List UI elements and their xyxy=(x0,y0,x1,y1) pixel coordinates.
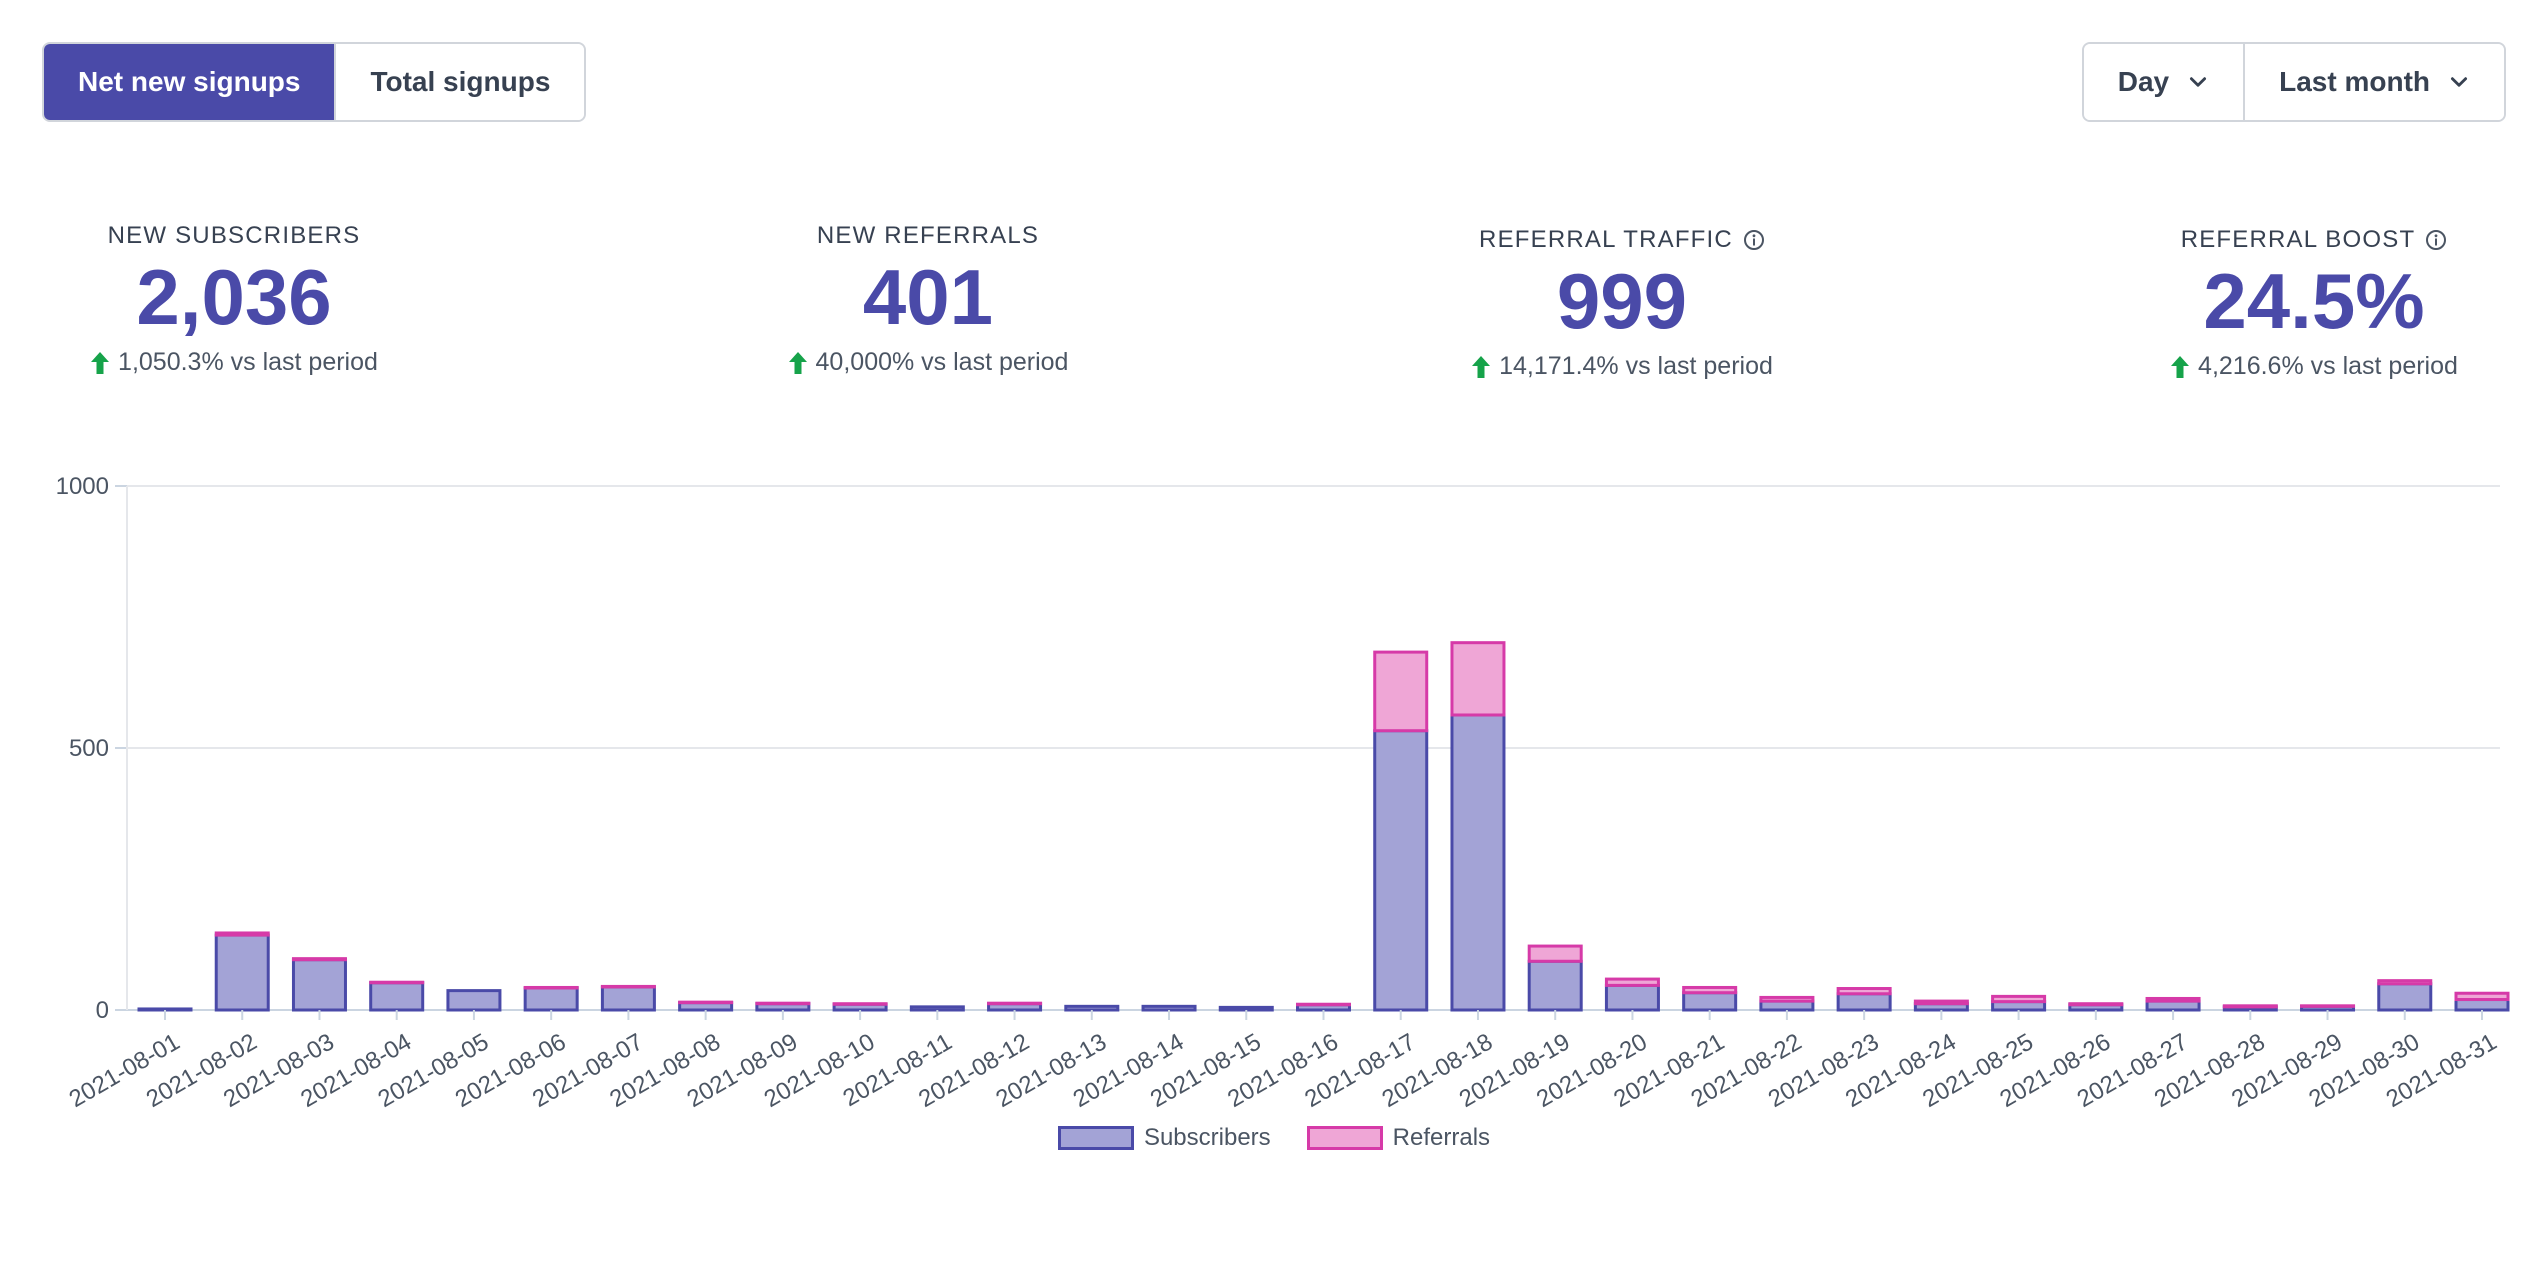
bar-referrals xyxy=(369,980,425,985)
stat-value: 24.5% xyxy=(2203,257,2425,345)
stat-change: 14,171.4% vs last period xyxy=(1499,352,1773,380)
bar-subscribers xyxy=(1141,1004,1197,1012)
bar-referrals xyxy=(755,1001,811,1006)
stat-new-subscribers: NEW SUBSCRIBERS 2,036 1,050.3% vs last p… xyxy=(44,222,424,377)
bar-referrals xyxy=(987,1001,1043,1006)
stat-new-referrals: NEW REFERRALS 401 40,000% vs last period xyxy=(738,222,1118,377)
legend-item-subscribers[interactable]: Subscribers xyxy=(1057,1124,1271,1152)
bar-referrals xyxy=(1373,650,1429,733)
legend-swatch-subscribers xyxy=(1057,1126,1134,1150)
stat-referral-boost: REFERRAL BOOST 24.5% 4,216.6% vs last pe… xyxy=(2124,226,2504,381)
filter-group: Day Last month xyxy=(2081,42,2506,122)
bar-referrals xyxy=(1682,985,1738,995)
stat-value: 999 xyxy=(1556,257,1688,345)
legend-item-referrals[interactable]: Referrals xyxy=(1306,1124,1491,1152)
bar-referrals xyxy=(2068,1002,2124,1007)
stat-change: 4,216.6% vs last period xyxy=(2198,352,2458,380)
interval-select-label: Day xyxy=(2117,66,2170,97)
range-select-label: Last month xyxy=(2279,66,2430,97)
bar-referrals xyxy=(2454,991,2510,1002)
bar-referrals xyxy=(1450,641,1506,717)
bar-subscribers xyxy=(1604,983,1660,1012)
legend-swatch-referrals xyxy=(1306,1126,1383,1150)
signups-bar-chart: 050010002021-08-012021-08-022021-08-0320… xyxy=(56,473,2510,1113)
signups-toggle: Net new signups Total signups xyxy=(42,42,587,122)
interval-select[interactable]: Day xyxy=(2083,44,2244,120)
stat-referral-traffic: REFERRAL TRAFFIC 999 14,171.4% vs last p… xyxy=(1432,226,1812,381)
stat-change: 1,050.3% vs last period xyxy=(118,348,378,376)
bar-subscribers xyxy=(1682,991,1738,1012)
info-icon[interactable] xyxy=(1743,229,1765,251)
bar-subscribers xyxy=(1373,729,1429,1012)
bar-referrals xyxy=(1527,944,1583,963)
bar-referrals xyxy=(1604,977,1660,987)
bar-referrals xyxy=(2145,996,2201,1003)
bar-subscribers xyxy=(2377,982,2433,1012)
bar-subscribers xyxy=(291,958,347,1012)
arrow-up-icon xyxy=(2171,355,2190,378)
bar-subscribers xyxy=(214,933,270,1012)
bar-referrals xyxy=(678,1000,734,1005)
stat-label: NEW REFERRALS xyxy=(816,222,1040,249)
bar-referrals xyxy=(2300,1004,2356,1008)
bar-referrals xyxy=(832,1002,888,1006)
arrow-up-icon xyxy=(1472,355,1491,378)
legend-label: Subscribers xyxy=(1143,1124,1271,1151)
chart-legend: Subscribers Referrals xyxy=(0,1124,2548,1152)
bar-subscribers xyxy=(600,985,656,1012)
range-select[interactable]: Last month xyxy=(2243,44,2504,120)
bar-referrals xyxy=(1759,995,1815,1003)
bar-referrals xyxy=(1991,994,2047,1004)
bar-referrals xyxy=(1296,1002,1351,1007)
bar-referrals xyxy=(2377,979,2433,986)
stat-change: 40,000% vs last period xyxy=(815,348,1069,376)
legend-label: Referrals xyxy=(1392,1124,1491,1151)
bar-subscribers xyxy=(523,986,579,1012)
net-new-signups-tab[interactable]: Net new signups xyxy=(44,44,335,120)
stat-value: 401 xyxy=(862,253,994,341)
stat-label: REFERRAL BOOST xyxy=(2180,226,2416,253)
info-icon[interactable] xyxy=(2425,229,2447,251)
bar-subscribers xyxy=(1450,713,1506,1012)
bar-subscribers xyxy=(1218,1005,1274,1012)
bar-referrals xyxy=(523,985,579,990)
y-tick-label: 0 xyxy=(96,997,109,1024)
chevron-down-icon xyxy=(2190,77,2207,87)
bar-subscribers xyxy=(1527,959,1583,1012)
bar-subscribers xyxy=(137,1007,193,1012)
bar-referrals xyxy=(600,984,656,989)
bar-subscribers xyxy=(446,989,502,1012)
chevron-down-icon xyxy=(2450,77,2468,87)
bar-referrals xyxy=(214,931,270,937)
bar-subscribers xyxy=(1064,1004,1120,1012)
stat-label: NEW SUBSCRIBERS xyxy=(107,222,361,249)
bar-referrals xyxy=(1836,987,1892,996)
stat-value: 2,036 xyxy=(136,253,332,341)
y-tick-label: 1000 xyxy=(56,473,109,500)
bar-referrals xyxy=(1913,999,1969,1006)
y-tick-label: 500 xyxy=(69,735,109,762)
arrow-up-icon xyxy=(91,351,110,374)
bar-subscribers xyxy=(369,981,425,1012)
arrow-up-icon xyxy=(788,351,807,374)
total-signups-tab[interactable]: Total signups xyxy=(334,44,585,120)
bar-subscribers xyxy=(1836,992,1892,1012)
bar-subscribers xyxy=(909,1005,965,1012)
stat-label: REFERRAL TRAFFIC xyxy=(1479,226,1733,253)
bar-referrals xyxy=(291,957,347,962)
bar-referrals xyxy=(2222,1004,2278,1009)
bar-subscribers xyxy=(2454,998,2510,1012)
